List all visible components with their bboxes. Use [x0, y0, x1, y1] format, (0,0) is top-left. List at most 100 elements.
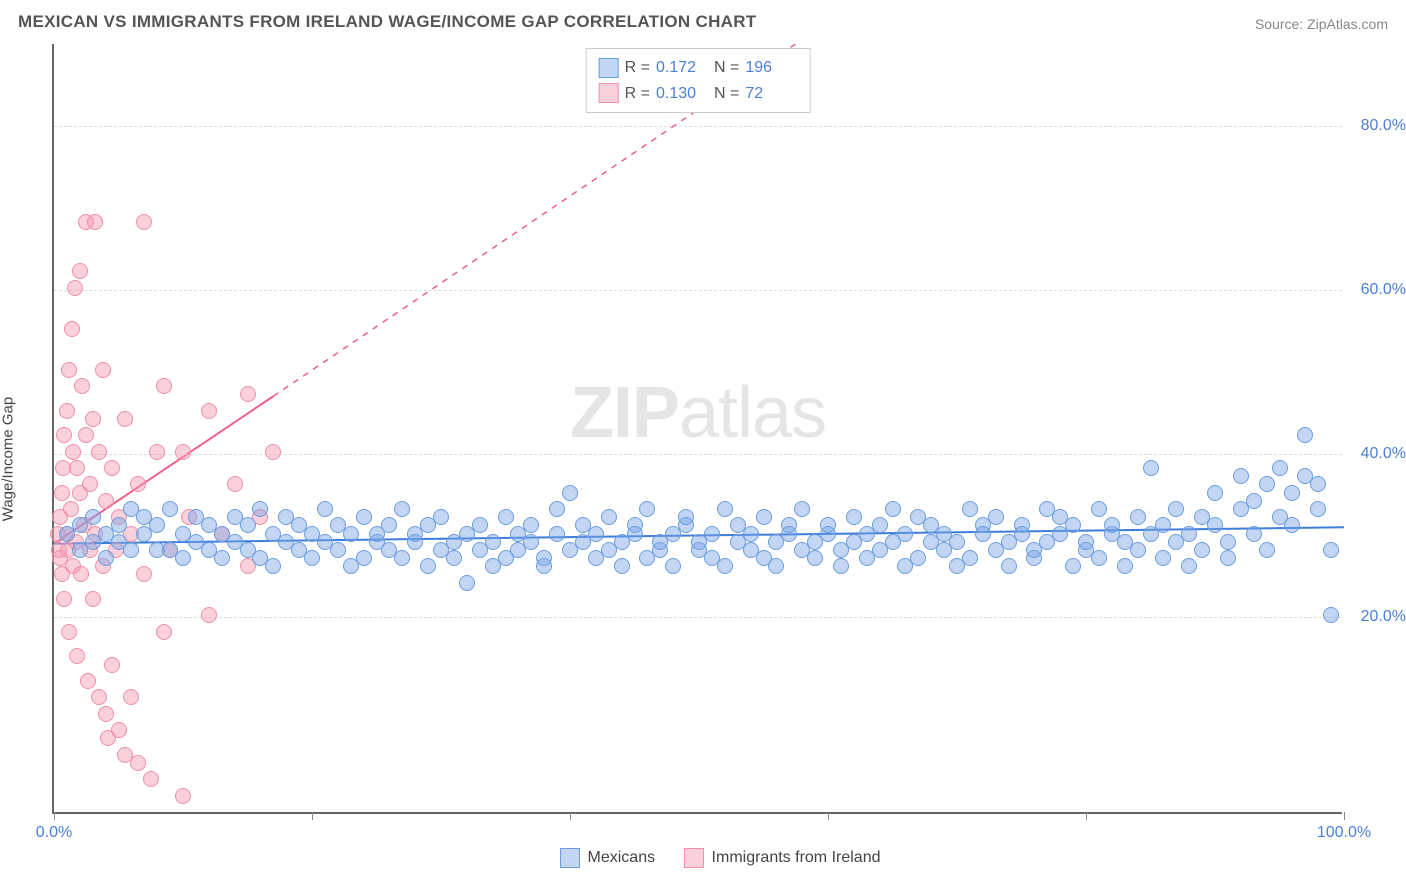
data-point: [69, 648, 85, 664]
data-point: [117, 411, 133, 427]
data-point: [162, 542, 178, 558]
data-point: [756, 509, 772, 525]
data-point: [1207, 485, 1223, 501]
data-point: [614, 558, 630, 574]
data-point: [549, 501, 565, 517]
data-point: [743, 526, 759, 542]
data-point: [162, 501, 178, 517]
data-point: [111, 534, 127, 550]
data-point: [54, 566, 70, 582]
data-point: [149, 542, 165, 558]
watermark-atlas: atlas: [679, 373, 826, 453]
data-point: [1091, 501, 1107, 517]
data-point: [923, 534, 939, 550]
data-point: [59, 526, 75, 542]
data-point: [1220, 550, 1236, 566]
data-point: [536, 558, 552, 574]
data-point: [923, 517, 939, 533]
data-point: [91, 444, 107, 460]
watermark: ZIPatlas: [570, 372, 826, 454]
data-point: [910, 550, 926, 566]
data-point: [781, 517, 797, 533]
data-point: [72, 517, 88, 533]
x-tick: [54, 812, 55, 820]
data-point: [1220, 534, 1236, 550]
data-point: [1039, 501, 1055, 517]
data-point: [98, 706, 114, 722]
data-point: [201, 517, 217, 533]
watermark-zip: ZIP: [570, 373, 679, 453]
data-point: [459, 526, 475, 542]
data-point: [214, 550, 230, 566]
x-tick: [1344, 812, 1345, 820]
data-point: [98, 550, 114, 566]
data-point: [846, 509, 862, 525]
data-point: [214, 526, 230, 542]
source-value: ZipAtlas.com: [1307, 16, 1388, 32]
data-point: [575, 534, 591, 550]
data-point: [420, 517, 436, 533]
legend-r-label-1: R =: [625, 81, 650, 107]
gridline: [54, 617, 1342, 618]
data-point: [756, 550, 772, 566]
data-point: [85, 411, 101, 427]
data-point: [962, 550, 978, 566]
data-point: [1259, 542, 1275, 558]
data-point: [51, 542, 67, 558]
data-point: [252, 550, 268, 566]
data-point: [781, 526, 797, 542]
data-point: [52, 509, 68, 525]
data-point: [78, 214, 94, 230]
bottom-legend-label-0: Mexicans: [588, 849, 656, 867]
data-point: [156, 624, 172, 640]
data-point: [833, 558, 849, 574]
data-point: [108, 542, 124, 558]
data-point: [1233, 468, 1249, 484]
data-point: [407, 526, 423, 542]
data-point: [1014, 526, 1030, 542]
data-point: [369, 534, 385, 550]
data-point: [730, 534, 746, 550]
x-tick-label: 100.0%: [1317, 824, 1371, 842]
data-point: [214, 526, 230, 542]
data-point: [175, 526, 191, 542]
data-point: [975, 517, 991, 533]
data-point: [665, 526, 681, 542]
legend-swatch-series-1: [599, 83, 619, 103]
data-point: [1065, 517, 1081, 533]
data-point: [601, 509, 617, 525]
data-point: [369, 526, 385, 542]
data-point: [123, 689, 139, 705]
gridline: [54, 126, 1342, 127]
data-point: [1297, 427, 1313, 443]
x-tick: [828, 812, 829, 820]
x-tick: [312, 812, 313, 820]
data-point: [1130, 542, 1146, 558]
data-point: [76, 517, 92, 533]
data-point: [820, 526, 836, 542]
data-point: [123, 501, 139, 517]
data-point: [240, 542, 256, 558]
data-point: [575, 517, 591, 533]
data-point: [1104, 517, 1120, 533]
gridline: [54, 454, 1342, 455]
chart-area: Wage/Income Gap ZIPatlas R = 0.172 N = 1…: [18, 44, 1388, 873]
legend-row-series-1: R = 0.130 N = 72: [599, 81, 798, 107]
x-tick: [1086, 812, 1087, 820]
data-point: [1246, 526, 1262, 542]
data-point: [175, 550, 191, 566]
data-point: [69, 460, 85, 476]
data-point: [1310, 476, 1326, 492]
data-point: [149, 444, 165, 460]
data-point: [72, 485, 88, 501]
bottom-legend-swatch-1: [684, 848, 704, 868]
data-point: [459, 575, 475, 591]
data-point: [55, 460, 71, 476]
data-point: [291, 542, 307, 558]
data-point: [175, 444, 191, 460]
x-tick-label: 0.0%: [36, 824, 72, 842]
data-point: [85, 591, 101, 607]
data-point: [704, 550, 720, 566]
data-point: [794, 501, 810, 517]
gridline: [54, 290, 1342, 291]
